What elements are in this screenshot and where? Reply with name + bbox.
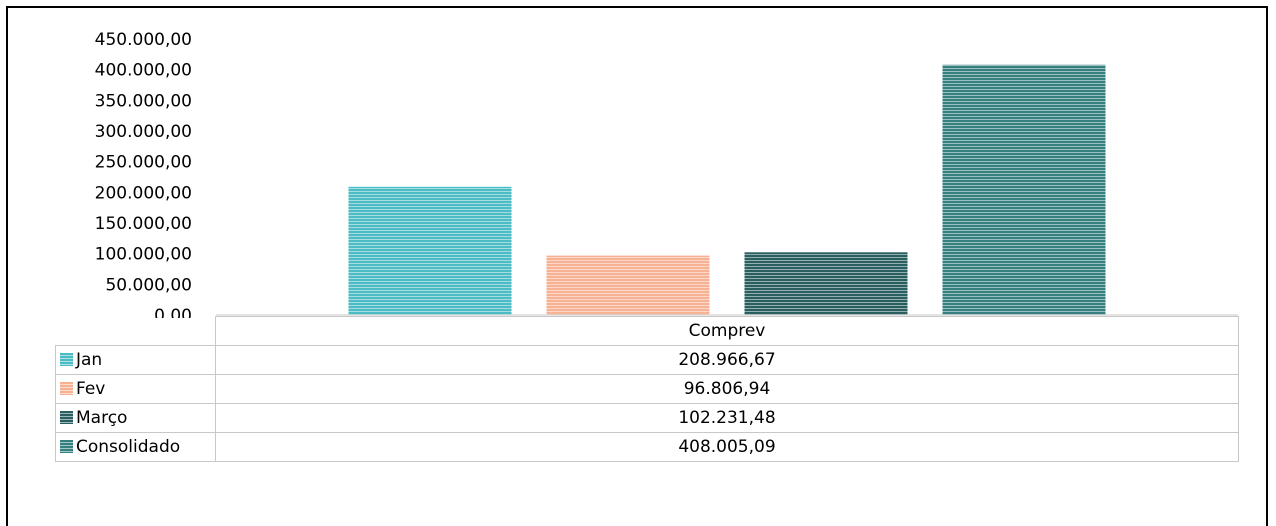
data-table-header-row: Comprev [55, 316, 1239, 346]
y-tick-label: 50.000,00 [105, 275, 192, 295]
data-table: Comprev Jan 208.966,67 Fev 96.806,94 Mar… [55, 316, 1239, 462]
series-name: Jan [76, 350, 103, 370]
bar-chart: 0,00 50.000,00 100.000,00 150.000,00 200.000… [95, 30, 1238, 318]
y-tick-label: 300.000,00 [95, 122, 192, 142]
series-name: Fev [76, 379, 106, 399]
legend-swatch-marco [60, 411, 73, 424]
legend-key-marco: Março [55, 403, 216, 433]
y-tick-label: 0,00 [154, 306, 192, 318]
legend-swatch-fev [60, 382, 73, 395]
series-name: Consolidado [76, 437, 181, 457]
bar-fev [546, 255, 710, 315]
data-table-row: Fev 96.806,94 [55, 374, 1239, 404]
data-value-marco: 102.231,48 [215, 403, 1239, 433]
data-table-corner [55, 316, 216, 346]
y-tick-label: 400.000,00 [95, 61, 192, 81]
series-name: Março [76, 408, 128, 428]
data-value-consolidado: 408.005,09 [215, 432, 1239, 462]
legend-swatch-jan [60, 353, 73, 366]
data-table-row: Consolidado 408.005,09 [55, 432, 1239, 462]
y-tick-label: 450.000,00 [95, 30, 192, 50]
legend-key-fev: Fev [55, 374, 216, 404]
y-tick-label: 100.000,00 [95, 245, 192, 265]
legend-key-consolidado: Consolidado [55, 432, 216, 462]
legend-key-jan: Jan [55, 345, 216, 375]
category-label: Comprev [215, 316, 1239, 346]
data-value-jan: 208.966,67 [215, 345, 1239, 375]
y-tick-label: 250.000,00 [95, 153, 192, 173]
data-table-row: Jan 208.966,67 [55, 345, 1239, 375]
bar-consolidado [942, 64, 1106, 315]
bar-jan [348, 186, 512, 315]
legend-swatch-consolidado [60, 440, 73, 453]
data-value-fev: 96.806,94 [215, 374, 1239, 404]
data-table-row: Março 102.231,48 [55, 403, 1239, 433]
y-tick-label: 150.000,00 [95, 214, 192, 234]
y-tick-label: 350.000,00 [95, 91, 192, 111]
bar-maro [744, 252, 908, 315]
y-tick-label: 200.000,00 [95, 183, 192, 203]
